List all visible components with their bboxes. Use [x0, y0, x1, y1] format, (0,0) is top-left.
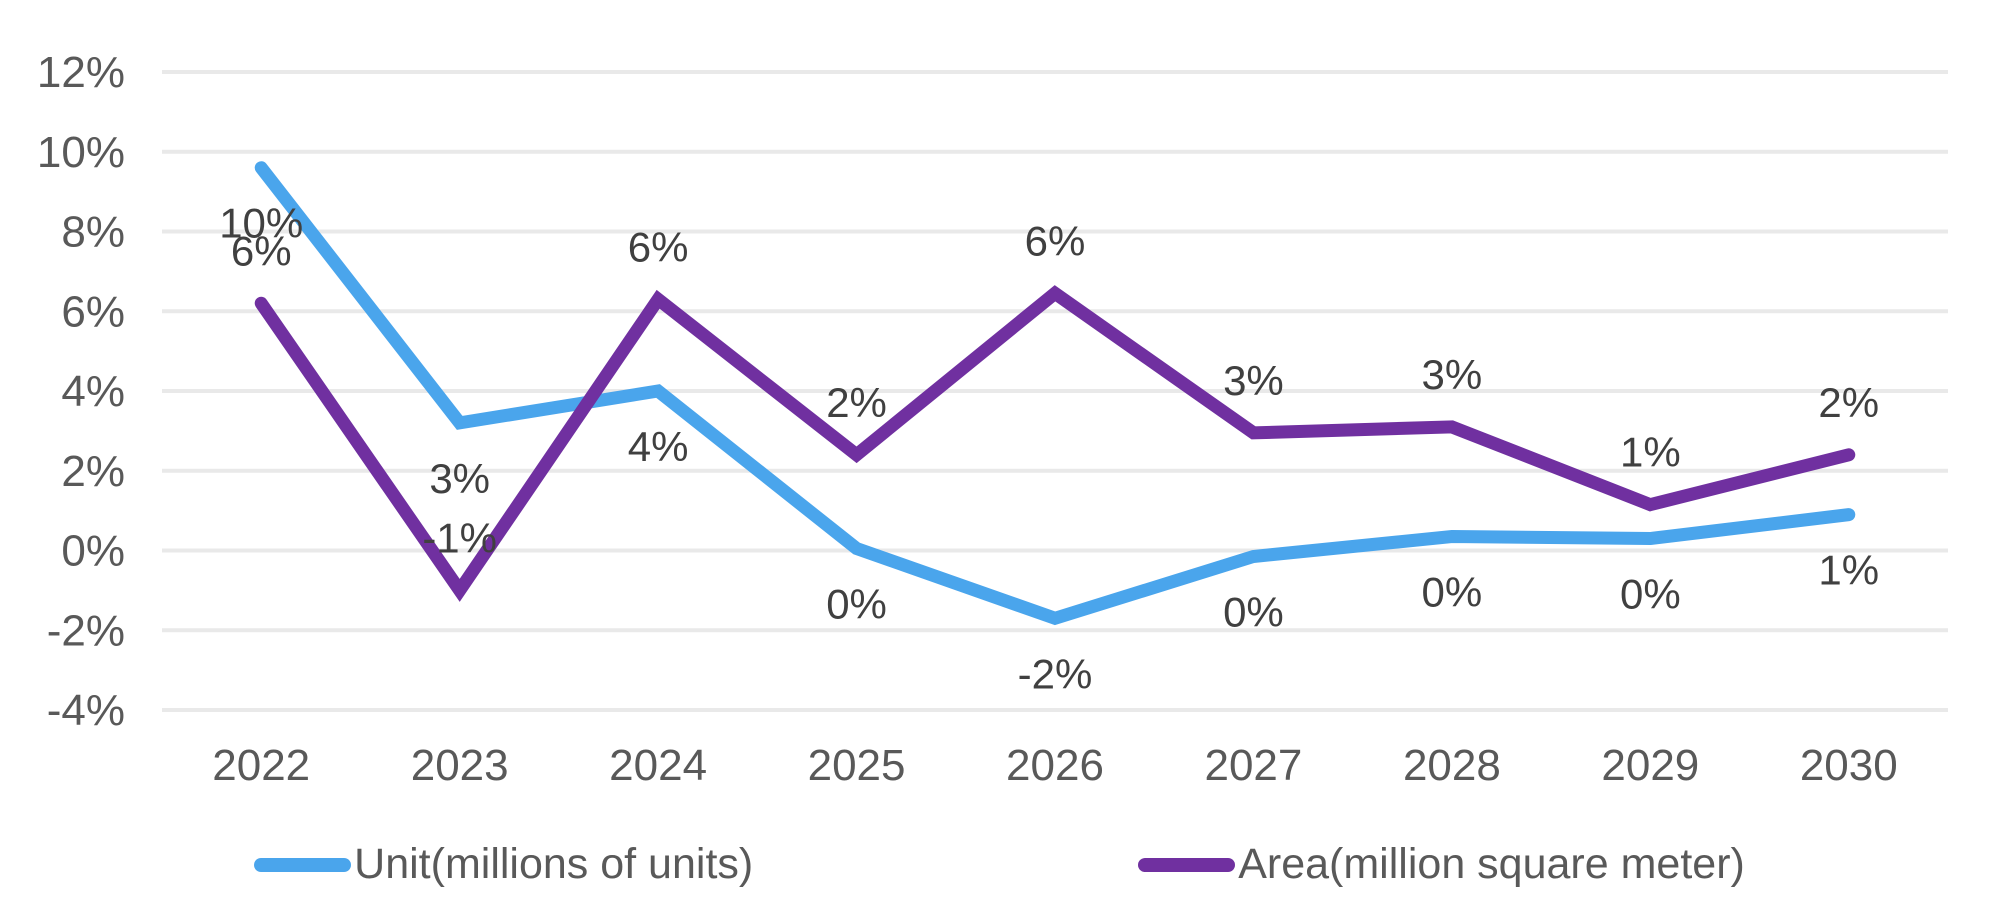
data-label: 0%: [1620, 571, 1681, 618]
y-axis-tick-label: 10%: [37, 128, 125, 177]
y-axis-tick-label: -2%: [47, 606, 125, 655]
data-label: -2%: [1018, 650, 1093, 697]
area-series-swatch: [1138, 857, 1236, 872]
data-label: 0%: [1422, 569, 1483, 616]
legend-item-area: Area(million square meter): [1138, 840, 1745, 889]
data-label: 6%: [231, 227, 292, 274]
unit-series-swatch: [254, 857, 352, 872]
data-label: 2%: [826, 379, 887, 426]
x-axis-tick-label: 2022: [212, 741, 310, 790]
y-axis-tick-label: 6%: [61, 287, 125, 336]
y-axis-tick-label: 0%: [61, 527, 125, 576]
x-axis-tick-label: 2028: [1403, 741, 1501, 790]
data-label: 6%: [1025, 217, 1086, 264]
data-label: -1%: [422, 514, 497, 561]
x-axis-tick-label: 2026: [1006, 741, 1104, 790]
area-series-label: Area(million square meter): [1238, 840, 1745, 888]
data-label: 3%: [429, 455, 490, 502]
x-axis-tick-label: 2023: [411, 741, 509, 790]
x-axis-tick-label: 2025: [808, 741, 906, 790]
y-axis-tick-label: 4%: [61, 367, 125, 416]
data-label: 10%: [219, 200, 303, 247]
y-axis-tick-label: 8%: [61, 208, 125, 257]
data-label: 0%: [826, 581, 887, 628]
x-axis-tick-label: 2030: [1800, 741, 1898, 790]
y-axis-tick-label: -4%: [47, 686, 125, 735]
data-label: 3%: [1422, 351, 1483, 398]
data-label: 3%: [1223, 357, 1284, 404]
unit-series-label: Unit(millions of units): [354, 840, 754, 888]
data-label: 1%: [1818, 547, 1879, 594]
y-axis-tick-label: 12%: [37, 48, 125, 97]
series-line: [254, 285, 1856, 602]
chart-legend: Unit(millions of units) Area(million squ…: [0, 840, 1999, 889]
data-label: 2%: [1818, 379, 1879, 426]
x-axis-tick-label: 2027: [1204, 741, 1302, 790]
x-axis-tick-label: 2024: [609, 741, 707, 790]
legend-item-unit: Unit(millions of units): [254, 840, 753, 889]
data-label: 6%: [628, 223, 689, 270]
y-axis-tick-label: 2%: [61, 447, 125, 496]
x-axis-tick-label: 2029: [1601, 741, 1699, 790]
series-line: [254, 161, 1856, 626]
data-label: 4%: [628, 423, 689, 470]
data-label: 1%: [1620, 429, 1681, 476]
data-label: 0%: [1223, 588, 1284, 635]
